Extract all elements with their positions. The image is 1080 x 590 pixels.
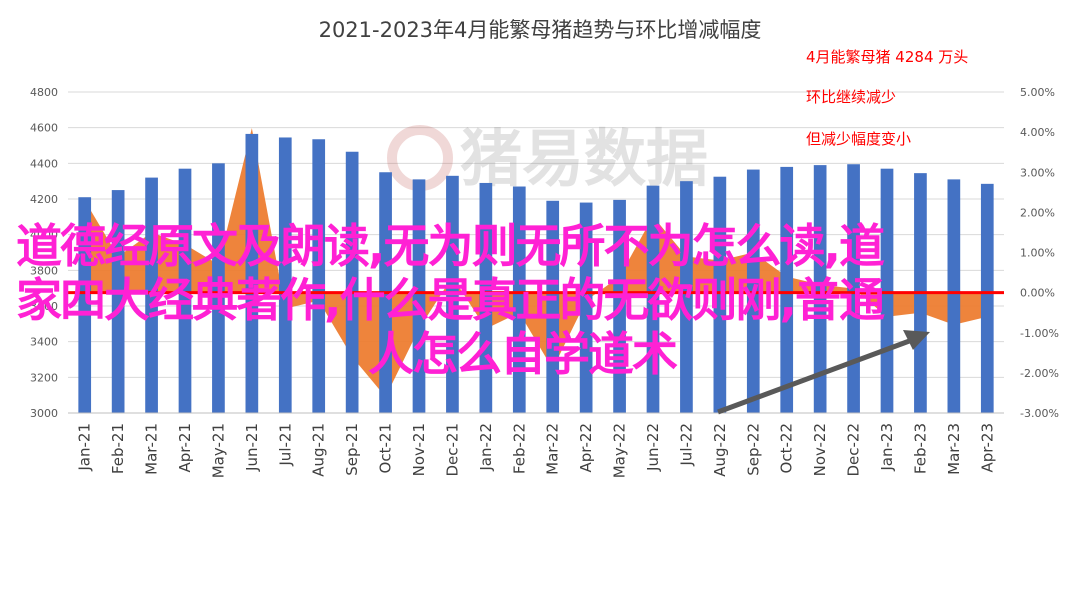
x-tick-label: Feb-21 <box>109 423 127 474</box>
y-tick-label-left: 4800 <box>30 86 58 99</box>
bar <box>312 139 326 413</box>
overlay-text-line-1: 道德经原文及朗读,无为则无所不为怎么读,道 <box>16 219 885 273</box>
x-tick-label: Mar-23 <box>945 423 963 475</box>
y-tick-label-left: 3200 <box>30 371 58 384</box>
y-tick-label-right: 4.00% <box>1020 126 1055 139</box>
x-tick-label: Jul-21 <box>276 423 294 467</box>
y-tick-label-right: 2.00% <box>1020 206 1055 219</box>
x-tick-label: Dec-22 <box>845 423 863 477</box>
x-tick-label: Aug-22 <box>711 423 729 477</box>
annotation: 环比继续减少 <box>806 88 896 106</box>
bar <box>947 179 961 413</box>
y-tick-label-right: -2.00% <box>1020 367 1059 380</box>
bar <box>446 175 459 413</box>
annotation-arrow <box>717 337 913 415</box>
bar <box>111 190 125 413</box>
x-tick-label: Jul-22 <box>677 423 695 467</box>
bar <box>847 164 860 413</box>
overlay-text-line-3: 人怎么自学道术 <box>368 327 678 381</box>
x-tick-label: Feb-23 <box>911 423 929 474</box>
bar <box>212 163 225 413</box>
y-tick-label-left: 4000 <box>30 229 58 242</box>
bar <box>546 200 560 413</box>
x-tick-label: May-22 <box>611 423 629 478</box>
y-tick-label-right: -3.00% <box>1020 407 1059 420</box>
bar <box>345 151 359 413</box>
chart-title: 2021-2023年4月能繁母猪趋势与环比增减幅度 <box>319 18 762 42</box>
bar <box>412 179 426 413</box>
x-tick-label: Aug-21 <box>310 423 328 477</box>
bar <box>813 165 827 413</box>
y-tick-label-left: 4600 <box>30 122 58 135</box>
annotation-arrowhead <box>903 330 930 350</box>
x-tick-label: Jun-21 <box>243 423 261 472</box>
x-tick-label: Jan-22 <box>477 423 495 472</box>
watermark-text: 猪易数据 <box>460 122 708 195</box>
area-series-path <box>84 128 988 397</box>
x-tick-label: Apr-22 <box>577 423 595 473</box>
x-tick-label: Jan-23 <box>878 423 896 472</box>
bar <box>145 177 158 413</box>
y-tick-label-right: 5.00% <box>1020 86 1055 99</box>
bar <box>680 181 693 413</box>
y-tick-label-left: 3000 <box>30 407 58 420</box>
x-tick-label: Mar-22 <box>544 423 562 475</box>
x-tick-label: Jun-22 <box>644 423 662 472</box>
bar <box>78 197 92 413</box>
x-tick-label: Sep-22 <box>744 423 762 476</box>
y-tick-label-right: 0.00% <box>1020 287 1055 300</box>
bar <box>579 202 593 413</box>
x-tick-label: Jan-21 <box>76 423 94 472</box>
x-tick-label: Feb-22 <box>510 423 528 474</box>
bar <box>479 182 493 413</box>
bar <box>512 186 526 413</box>
bar <box>245 133 259 414</box>
bar <box>646 185 660 413</box>
bar <box>178 168 192 413</box>
bar <box>278 137 292 413</box>
x-tick-label: Mar-21 <box>143 423 161 475</box>
x-tick-label: May-21 <box>209 423 227 478</box>
bar <box>980 183 994 413</box>
y-tick-label-left: 3600 <box>30 300 58 313</box>
y-tick-label-right: 1.00% <box>1020 247 1055 260</box>
overlay-text-line-2: 家四大经典著作,什么是真正的无欲则刚,普通 <box>16 273 885 327</box>
y-tick-label-left: 3400 <box>30 336 58 349</box>
y-tick-label-right: -1.00% <box>1020 327 1059 340</box>
y-tick-label-left: 3800 <box>30 264 58 277</box>
bar <box>713 176 727 413</box>
bar <box>613 199 626 413</box>
x-tick-label: Nov-22 <box>811 423 829 476</box>
x-tick-label: Oct-21 <box>377 423 395 473</box>
watermark-logo-icon <box>387 125 453 191</box>
x-tick-label: Sep-21 <box>343 423 361 476</box>
y-tick-label-left: 4400 <box>30 157 58 170</box>
annotation: 4月能繁母猪 4284 万头 <box>806 48 968 66</box>
watermark: 猪易数据 <box>387 122 708 195</box>
y-tick-label-left: 4200 <box>30 193 58 206</box>
x-tick-label: Apr-23 <box>978 423 996 473</box>
x-tick-label: Dec-21 <box>443 423 461 477</box>
x-tick-label: Oct-22 <box>778 423 796 473</box>
y-tick-label-right: 3.00% <box>1020 166 1055 179</box>
x-tick-label: Apr-21 <box>176 423 194 473</box>
annotation: 但减少幅度变小 <box>806 130 911 148</box>
x-tick-label: Nov-21 <box>410 423 428 476</box>
bar <box>780 166 794 413</box>
